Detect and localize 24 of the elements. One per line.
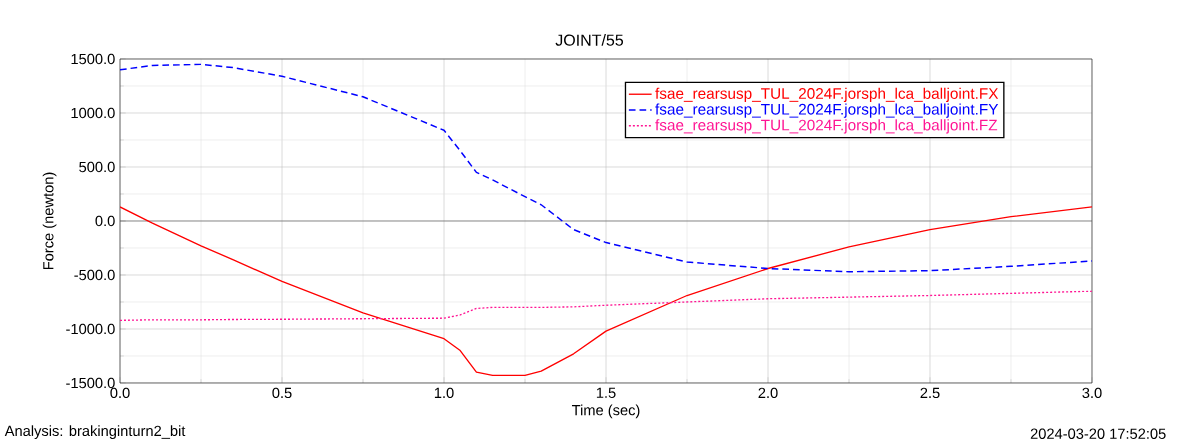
y-tick-label: -1500.0 [66,377,115,389]
y-tick-label: -1000.0 [66,323,115,335]
x-tick-label: 2.0 [758,387,778,399]
y-axis-title: Force (newton) [42,172,57,270]
y-tick-label: 1500.0 [71,53,115,65]
legend-label: fsae_rearsusp_TUL_2024F.jorsph_lca_balljoint.FY [655,103,999,118]
legend-label: fsae_rearsusp_TUL_2024F.jorsph_lca_balljoint.FZ [655,119,998,134]
x-tick-label: 1.5 [596,387,616,398]
y-tick-label: 500.0 [79,161,115,173]
x-tick-label: 2.5 [920,387,940,399]
x-tick-label: 0.5 [272,387,292,399]
x-tick-label: 3.0 [1082,387,1102,399]
line-series [120,206,1092,377]
y-tick-label: -500.0 [74,269,115,281]
y-tick-label: 1000.0 [71,107,115,119]
x-tick-label: 1.0 [434,387,454,399]
legend-label: fsae_rearsusp_TUL_2024F.jorsph_lca_balljoint.FX [655,87,999,102]
line-series [120,63,1092,273]
chart-title: JOINT/55 [555,34,624,46]
x-axis-title: Time (sec) [571,404,640,419]
text: 2024-03-20 17:52:05 [1030,428,1166,439]
x-tick-label: 0.0 [110,387,130,399]
y-tick-label: 0.0 [95,215,115,227]
text: Analysis: brakinginturn2_bit [4,425,186,439]
